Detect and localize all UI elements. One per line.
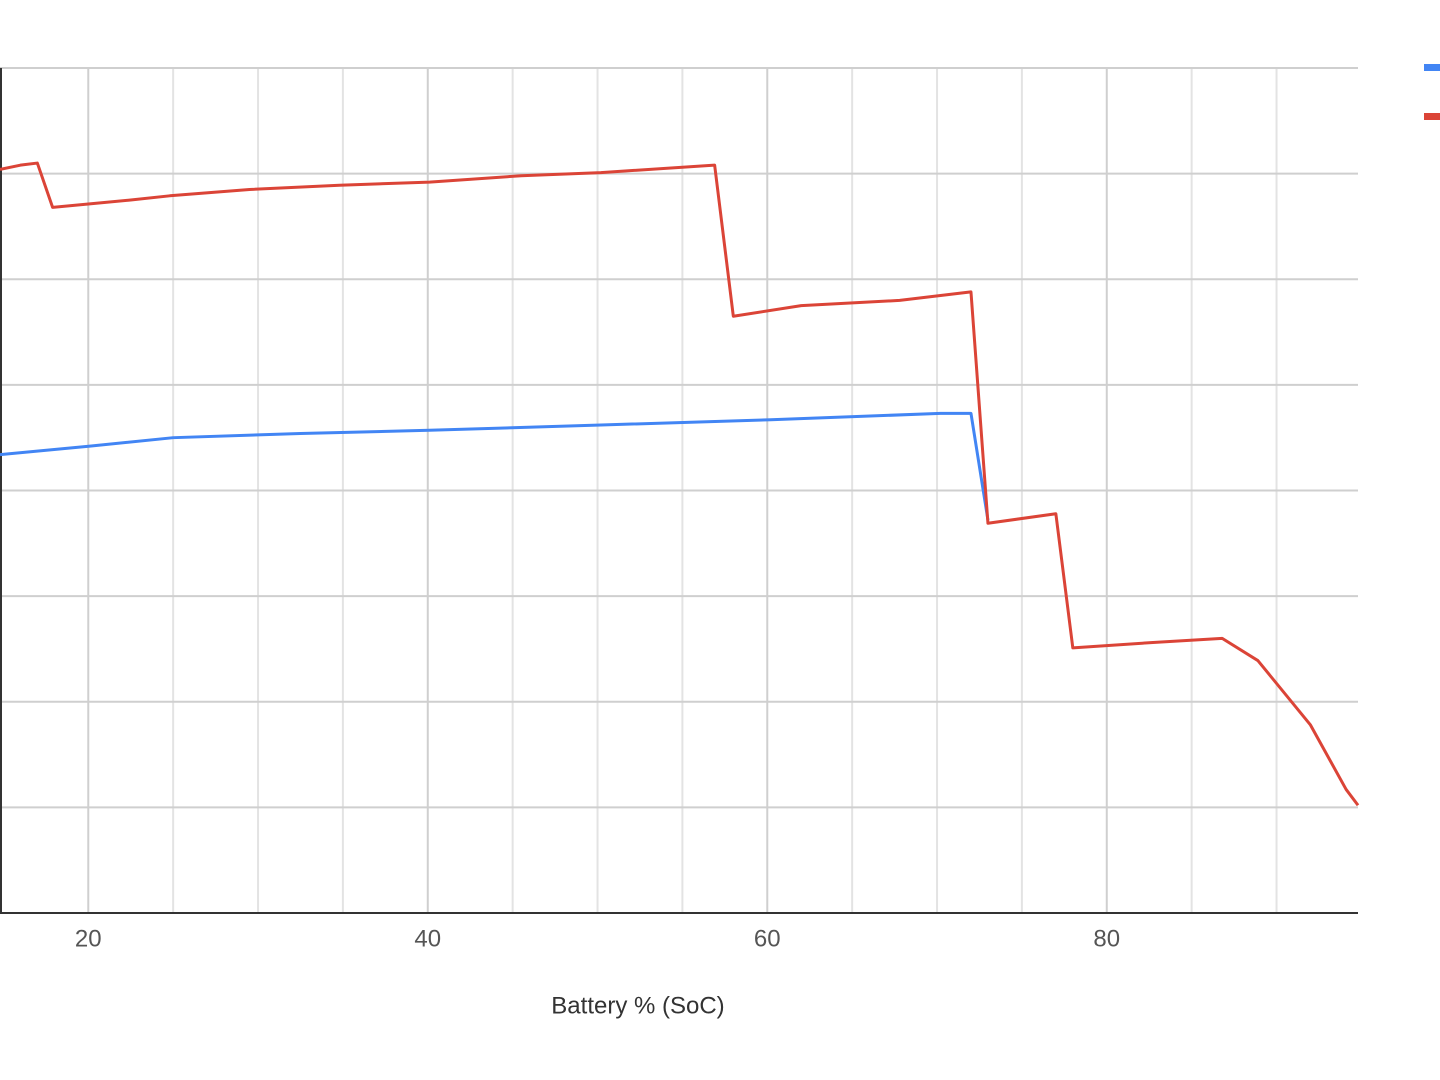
series-line (0, 411, 990, 521)
x-tick-label: 80 (1093, 925, 1120, 952)
legend-swatch (1424, 113, 1440, 120)
legend-swatch (1424, 64, 1440, 71)
x-axis-title: Battery % (SoC) (551, 992, 724, 1019)
x-tick-label: 40 (414, 925, 441, 952)
x-tick-label: 20 (75, 925, 102, 952)
series-line (0, 161, 1360, 807)
x-tick-label: 60 (754, 925, 781, 952)
